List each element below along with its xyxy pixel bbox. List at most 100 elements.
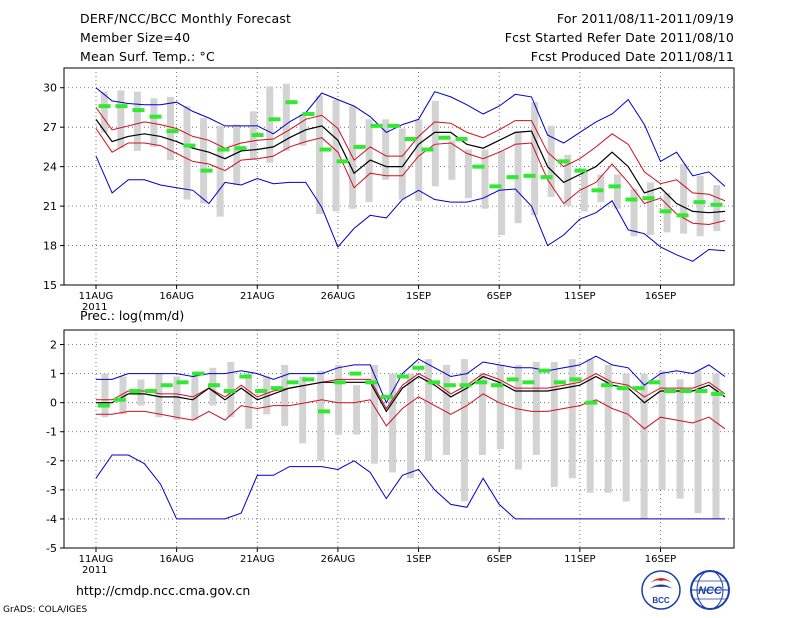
member-mark (318, 409, 331, 414)
series-line-upper-spread (95, 107, 726, 202)
start-date: Fcst Started Refer Date 2011/08/10 (504, 30, 734, 45)
member-mark (370, 123, 383, 128)
x-tick-label: 26AUG (321, 554, 356, 565)
member-mark (693, 200, 706, 205)
x-tick-label: 1SEP (406, 554, 431, 565)
ensemble-bar (613, 174, 621, 209)
ensemble-bar (216, 125, 224, 217)
x-tick-label: 21AUG (240, 554, 275, 565)
member-mark (569, 377, 582, 382)
ensemble-bar (531, 102, 539, 216)
ensemble-bar (117, 90, 125, 149)
member-mark (574, 168, 587, 173)
member-mark (601, 383, 614, 388)
series-line-ensemble-max (95, 87, 726, 187)
forecast-period: For 2011/08/11-2011/09/19 (556, 11, 734, 26)
member-mark (443, 383, 456, 388)
y-tick-label: -1 (46, 426, 57, 439)
x-year-label: 2011 (82, 302, 107, 313)
member-mark (663, 389, 676, 394)
member-mark (404, 137, 417, 142)
member-mark (365, 380, 378, 385)
ensemble-bar (317, 370, 325, 461)
ensemble-bar (448, 140, 456, 180)
variable-label: Mean Surf. Temp.: °C (80, 49, 215, 64)
member-mark (711, 391, 724, 396)
x-tick-label: 26AUG (321, 291, 356, 302)
member-mark (207, 383, 220, 388)
ensemble-bar (604, 364, 612, 493)
ensemble-bar (299, 114, 307, 146)
member-mark (489, 184, 502, 189)
ensemble-bar (568, 359, 576, 479)
member-mark (302, 112, 315, 117)
plot-frame (63, 67, 735, 286)
member-mark (591, 188, 604, 193)
ensemble-bar (478, 373, 486, 455)
series-line-lower-spread (95, 128, 726, 226)
y-tick-label: -4 (46, 513, 57, 526)
x-tick-label: 11AUG (79, 554, 114, 565)
ensemble-bar (547, 125, 555, 197)
ensemble-bar (266, 86, 274, 163)
member-mark (285, 100, 298, 105)
member-mark (676, 213, 689, 218)
x-tick-label: 6SEP (487, 291, 512, 302)
series-line-ensemble-min (95, 155, 726, 262)
bcc-logo-text: BCC (652, 596, 670, 605)
ensemble-bar (415, 119, 423, 201)
panel-title: Prec.: log(mm/d) (80, 308, 184, 323)
member-mark (538, 368, 551, 373)
member-mark (97, 403, 110, 408)
member-size: Member Size=40 (80, 30, 191, 45)
member-mark (659, 209, 672, 214)
ensemble-bar (676, 379, 684, 499)
member-mark (333, 380, 346, 385)
member-mark (475, 380, 488, 385)
y-tick-label: 18 (43, 240, 57, 253)
member-mark (616, 386, 629, 391)
x-tick-label: 16AUG (159, 554, 194, 565)
member-mark (286, 380, 299, 385)
member-mark (319, 147, 332, 152)
member-mark (200, 168, 213, 173)
ensemble-bar (496, 364, 504, 450)
x-tick-label: 16SEP (645, 554, 676, 565)
ensemble-bar (580, 170, 588, 212)
member-mark (710, 202, 723, 207)
ensemble-bar (133, 91, 141, 151)
member-mark (523, 173, 536, 178)
ensemble-bar (263, 376, 271, 415)
series-line-upper-spread (96, 373, 726, 410)
x-year-label: 2011 (82, 565, 107, 576)
ensemble-bar (647, 182, 655, 236)
x-tick-label: 6SEP (487, 554, 512, 565)
member-mark (234, 146, 247, 151)
member-mark (149, 114, 162, 119)
member-mark (472, 164, 485, 169)
ensemble-bar (282, 83, 290, 151)
ensemble-bar (712, 373, 720, 519)
ensemble-bar (299, 376, 307, 444)
member-mark (223, 389, 236, 394)
grads-credit: GrADS: COLA/IGES (3, 605, 88, 615)
ensemble-bar (532, 361, 540, 455)
produced-date: Fcst Produced Date 2011/08/11 (530, 49, 734, 64)
ensemble-bar (155, 373, 163, 418)
y-tick-label: 27 (43, 121, 57, 134)
member-mark (192, 371, 205, 376)
ensemble-bar (630, 188, 638, 237)
ensemble-bar (183, 106, 191, 200)
ensemble-bar (464, 149, 472, 199)
member-mark (132, 108, 145, 113)
ensemble-bar (622, 373, 630, 502)
y-tick-label: 24 (43, 161, 57, 174)
website-link[interactable]: http://cmdp.ncc.cma.gov.cn (76, 583, 251, 598)
member-mark (255, 389, 268, 394)
ensemble-bar (233, 124, 241, 186)
member-mark (176, 380, 189, 385)
ensemble-bar (442, 364, 450, 455)
ncc-logo-text: NCC (698, 585, 723, 597)
ensemble-bar (315, 95, 323, 214)
ensemble-bar (431, 100, 439, 187)
